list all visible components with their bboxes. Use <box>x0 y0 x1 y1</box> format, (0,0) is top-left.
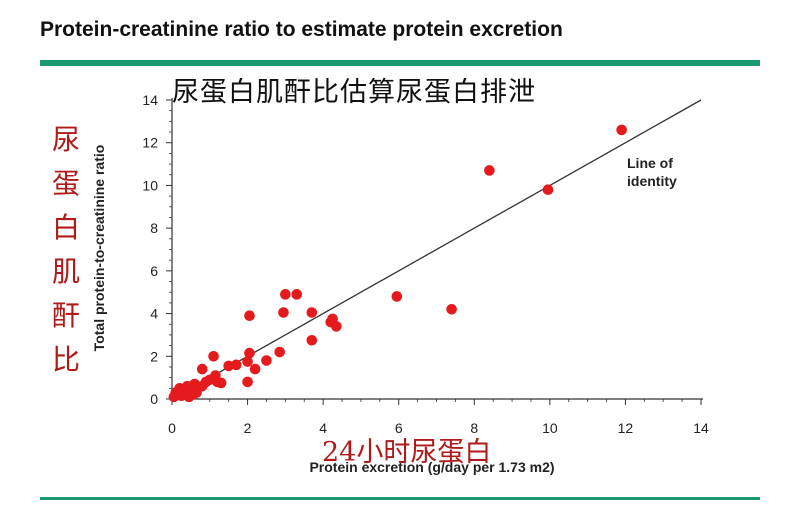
x-tick-label: 8 <box>470 420 478 436</box>
y-tick-label: 12 <box>142 135 158 151</box>
data-point <box>306 307 318 318</box>
y-axis-title: Total protein-to-creatinine ratio <box>91 145 107 352</box>
data-point <box>274 346 285 358</box>
y-tick-label: 2 <box>150 348 158 364</box>
y-tick-label: 6 <box>150 263 158 279</box>
x-tick-label: 2 <box>244 420 252 436</box>
data-point <box>215 377 227 389</box>
identity-line-label: Line of <box>627 155 673 171</box>
identity-line <box>171 99 702 400</box>
x-tick-label: 6 <box>395 420 403 436</box>
data-point <box>484 165 495 176</box>
identity-line-label: identity <box>627 173 677 189</box>
y-tick-label: 10 <box>142 177 158 193</box>
data-point <box>306 334 318 346</box>
data-point <box>280 289 291 300</box>
data-point <box>244 310 255 322</box>
data-point <box>242 376 253 388</box>
y-tick-label: 14 <box>142 92 158 108</box>
data-point <box>196 363 208 375</box>
data-point <box>230 359 242 371</box>
x-tick-label: 14 <box>693 420 709 436</box>
data-point <box>391 291 403 302</box>
y-tick-label: 8 <box>150 220 158 236</box>
x-tick-label: 0 <box>168 420 176 436</box>
chinese-title-overlay: 尿蛋白肌酐比估算尿蛋白排泄 <box>172 77 536 108</box>
data-point <box>291 289 302 300</box>
x-tick-label: 4 <box>319 420 327 436</box>
y-tick-label: 0 <box>150 391 158 407</box>
data-point <box>244 347 255 359</box>
data-point <box>208 350 219 362</box>
bottom-accent-rule <box>40 497 760 500</box>
data-point <box>542 184 554 195</box>
top-accent-rule <box>40 60 760 66</box>
x-tick-label: 10 <box>542 420 558 436</box>
data-point <box>616 124 627 136</box>
data-point <box>331 321 342 332</box>
data-point <box>278 307 289 318</box>
data-point <box>242 356 253 367</box>
data-point <box>446 304 457 315</box>
chinese-y-label-overlay: 尿蛋白肌酐比 <box>51 123 80 376</box>
x-tick-label: 12 <box>618 420 634 436</box>
data-point <box>249 363 261 375</box>
chinese-x-label-overlay: 24小时尿蛋白 <box>322 437 492 468</box>
x-axis-title: Protein excretion (g/day per 1.73 m2) <box>309 459 554 475</box>
slide-title: Protein-creatinine ratio to estimate pro… <box>40 18 563 41</box>
data-point <box>261 355 272 366</box>
y-tick-label: 4 <box>150 306 158 322</box>
